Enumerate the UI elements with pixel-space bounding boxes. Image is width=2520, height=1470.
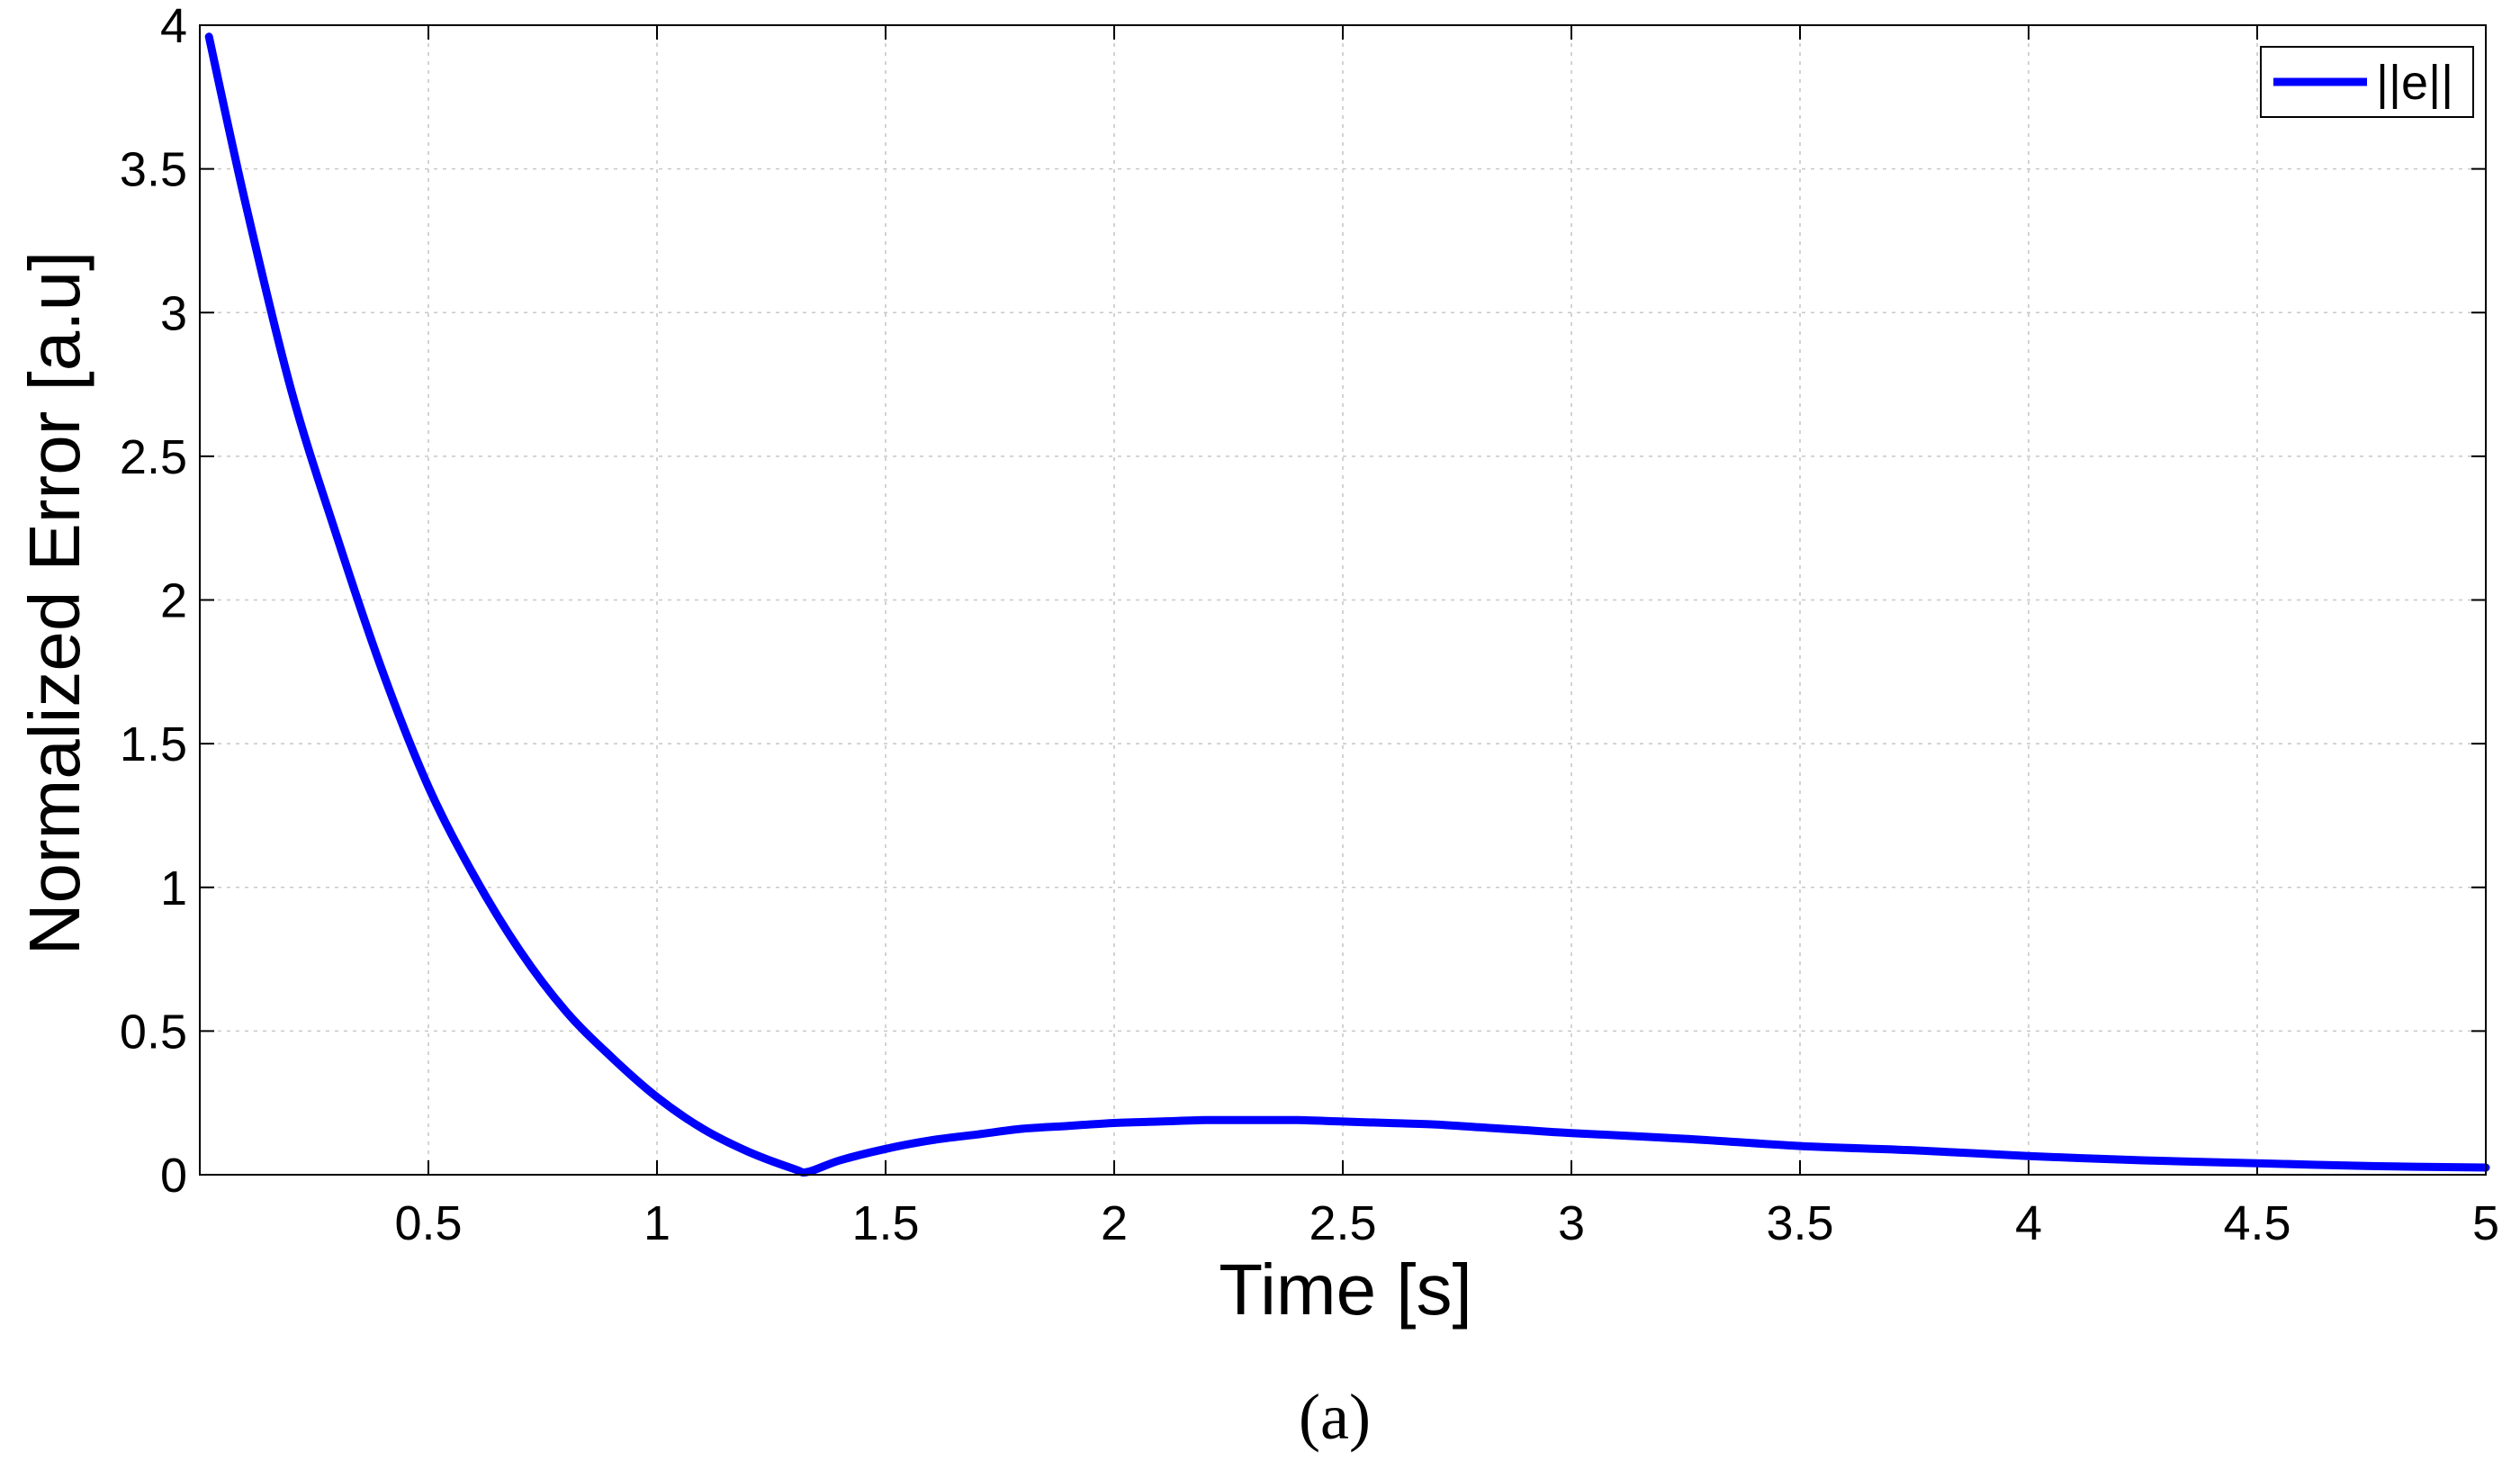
x-tick-label: 2 [1101,1196,1128,1250]
y-tick-label: 1 [160,861,187,915]
x-axis-label: Time [s] [1219,1249,1472,1330]
series-layer [204,32,2490,1177]
y-tick-label: 1.5 [120,717,187,771]
x-tick-label: 4 [2015,1196,2042,1250]
x-tick-label: 3 [1558,1196,1585,1250]
plot-area-border [199,24,2487,1176]
x-tick-label: 4.5 [2223,1196,2290,1250]
x-tick-label: 3.5 [1766,1196,1833,1250]
y-tick-label: 3.5 [120,143,187,197]
y-tick-label: 2.5 [120,430,187,484]
x-tick-label: 2.5 [1309,1196,1376,1250]
x-tick-label: 1.5 [851,1196,919,1250]
figure-caption: (a) [1299,1381,1371,1453]
x-tick-label: 0.5 [394,1196,462,1250]
y-tick-label: 0.5 [120,1005,187,1059]
y-tick-label: 0 [160,1149,187,1203]
series-line-error-norm [204,32,2490,1177]
y-axis-label: Normalized Error [a.u] [14,251,94,955]
x-tick-label: 1 [644,1196,670,1250]
x-tick-label: 5 [2472,1196,2499,1250]
y-tick-label: 4 [160,0,187,53]
grid-lines [200,25,2486,1175]
y-tick-label: 2 [160,574,187,628]
legend-label: ||e|| [2376,56,2453,110]
y-tick-label: 3 [160,286,187,340]
legend: ||e|| [2260,46,2474,118]
tick-labels: 0.5 1 1.5 2 2.5 3 3.5 4 4.5 5 0 0.5 1 1.5 2 2.5 3 3.5 4 [120,0,2499,1250]
